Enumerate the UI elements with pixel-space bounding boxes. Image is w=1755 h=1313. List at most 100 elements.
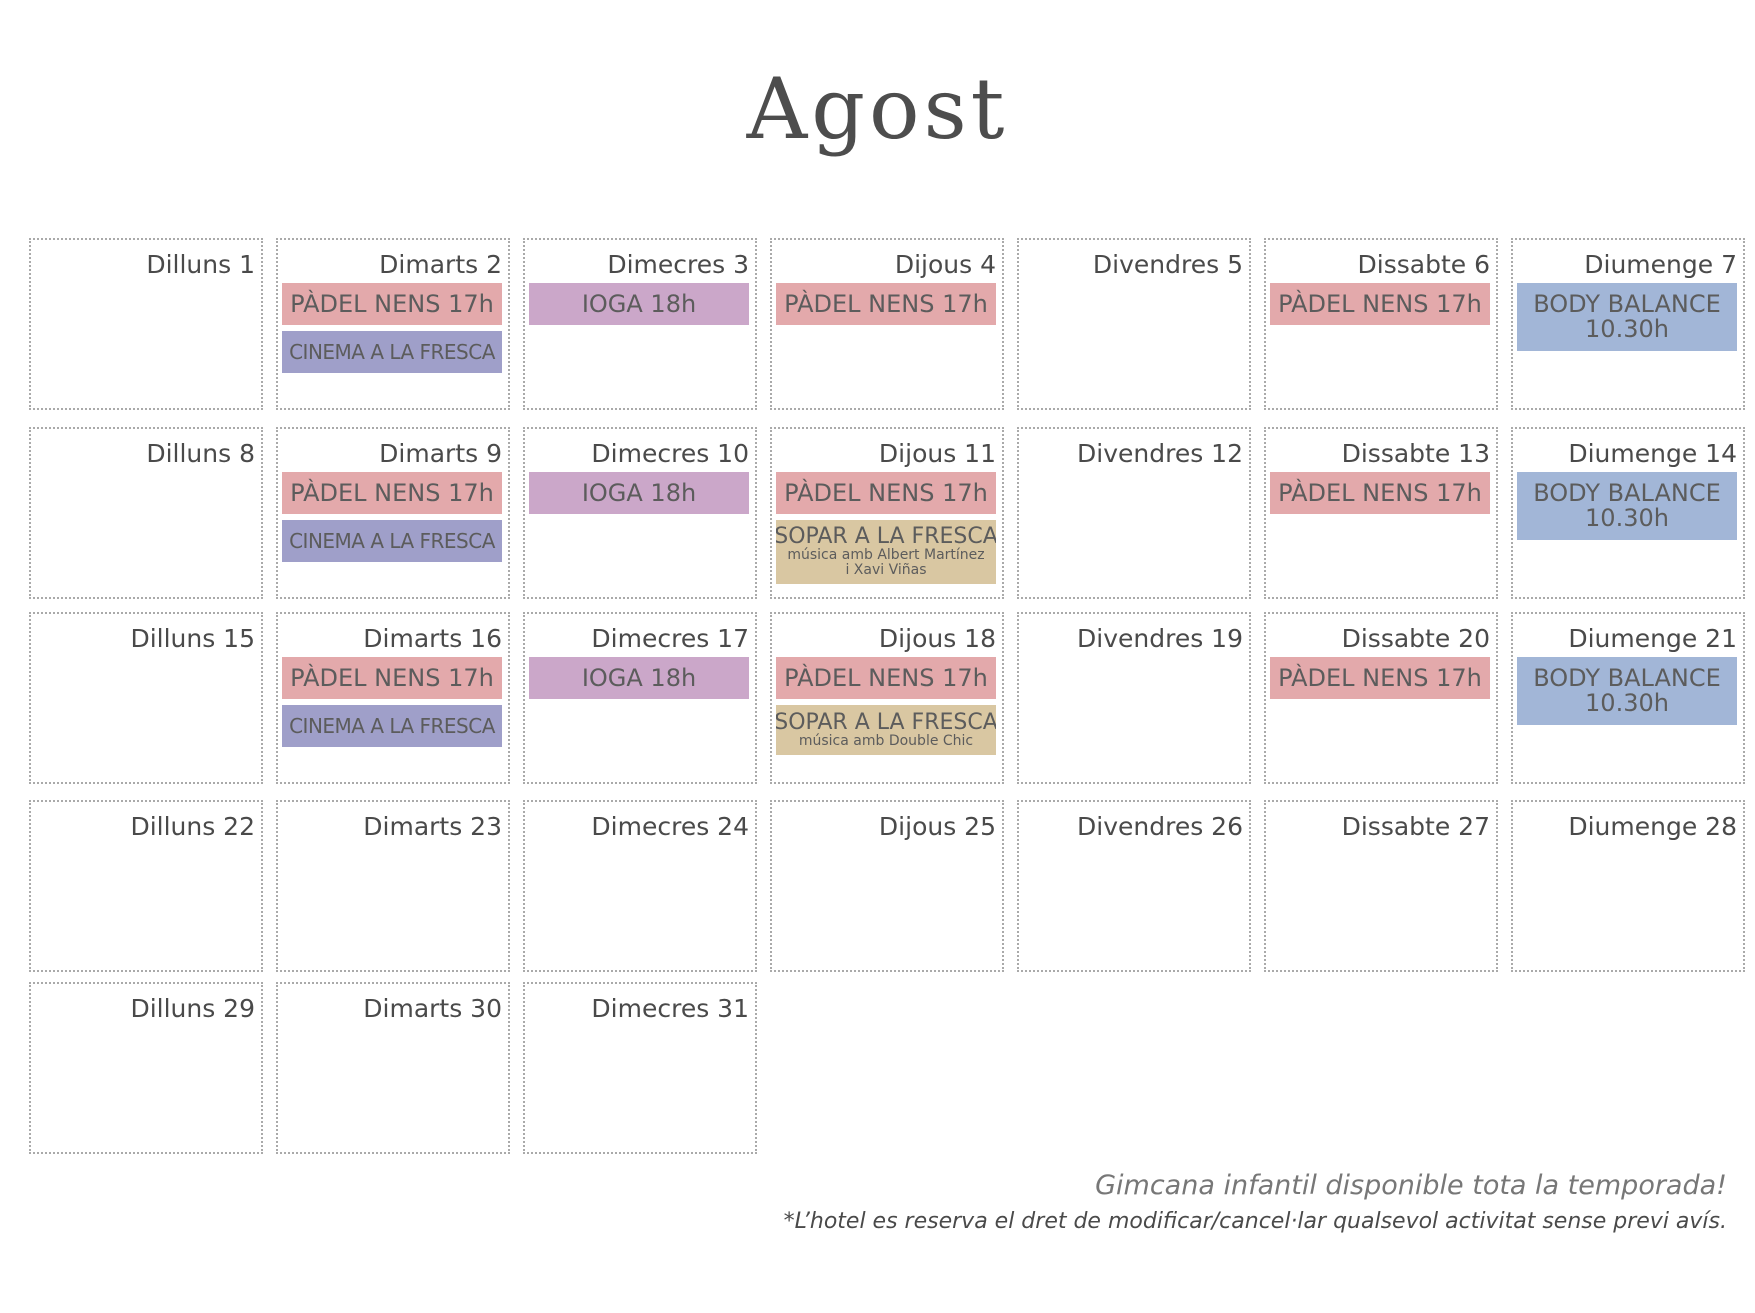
day-label: Dilluns 29 [130,994,255,1023]
day-label: Dijous 11 [878,439,996,468]
day-label: Dissabte 27 [1341,812,1490,841]
event-label: CINEMA A LA FRESCA [289,340,495,364]
day-label: Diumenge 14 [1568,439,1737,468]
event-ioga: IOGA 18h [529,283,749,325]
event-label: PÀDEL NENS 17h [784,479,988,507]
event-label: 10.30h [1585,689,1669,717]
event-label: PÀDEL NENS 17h [290,479,494,507]
day-cell: Dijous 18 PÀDEL NENS 17h SOPAR A LA FRESCA… [770,612,1004,784]
event-padel: PÀDEL NENS 17h [1270,283,1490,325]
event-padel: PÀDEL NENS 17h [776,472,996,514]
event-padel: PÀDEL NENS 17h [1270,657,1490,699]
day-cell: Divendres 26 [1017,800,1251,972]
day-cell: Divendres 19 [1017,612,1251,784]
day-label: Dimecres 17 [591,624,749,653]
event-label: CINEMA A LA FRESCA [289,529,495,553]
event-sopar: SOPAR A LA FRESCA música amb Albert Martí… [776,520,996,584]
day-cell: Dijous 11 PÀDEL NENS 17h SOPAR A LA FRESCA… [770,427,1004,599]
event-padel: PÀDEL NENS 17h [776,657,996,699]
day-label: Dimecres 24 [591,812,749,841]
event-cinema: CINEMA A LA FRESCA [282,520,502,562]
event-subtitle: música amb Albert Martínez [787,547,985,563]
day-label: Dimarts 9 [379,439,502,468]
event-label: PÀDEL NENS 17h [1278,664,1482,692]
event-ioga: IOGA 18h [529,472,749,514]
event-label: SOPAR A LA FRESCA [776,709,996,735]
day-label: Dimarts 2 [379,250,502,279]
event-label: PÀDEL NENS 17h [1278,479,1482,507]
day-label: Dilluns 22 [130,812,255,841]
event-subtitle: i Xavi Viñas [845,562,927,578]
day-label: Dimecres 3 [607,250,749,279]
event-label: CINEMA A LA FRESCA [289,714,495,738]
day-cell: Dimecres 24 [523,800,757,972]
day-cell: Divendres 12 [1017,427,1251,599]
event-padel: PÀDEL NENS 17h [282,472,502,514]
day-cell: Dimarts 30 [276,982,510,1154]
day-label: Divendres 26 [1077,812,1243,841]
day-cell: Dissabte 27 [1264,800,1498,972]
day-cell: Dimecres 10 IOGA 18h [523,427,757,599]
event-label: PÀDEL NENS 17h [1278,290,1482,318]
event-padel: PÀDEL NENS 17h [282,657,502,699]
day-cell: Dimarts 2 PÀDEL NENS 17h CINEMA A LA FRESC… [276,238,510,410]
event-label: SOPAR A LA FRESCA [776,524,996,549]
day-cell: Diumenge 28 [1511,800,1745,972]
day-label: Divendres 5 [1092,250,1243,279]
day-label: Dimecres 31 [591,994,749,1023]
day-cell: Diumenge 21 BODY BALANCE 10.30h [1511,612,1745,784]
day-label: Dijous 18 [878,624,996,653]
day-cell: Dilluns 8 [29,427,263,599]
day-cell: Dilluns 22 [29,800,263,972]
event-label: PÀDEL NENS 17h [290,664,494,692]
event-label: 10.30h [1585,504,1669,532]
day-label: Dissabte 13 [1341,439,1490,468]
day-cell: Dimarts 16 PÀDEL NENS 17h CINEMA A LA FRES… [276,612,510,784]
event-cinema: CINEMA A LA FRESCA [282,705,502,747]
day-cell: Dilluns 1 [29,238,263,410]
day-label: Divendres 12 [1077,439,1243,468]
page-title: Agost [746,60,1009,158]
day-cell: Dimecres 31 [523,982,757,1154]
day-label: Dimarts 23 [363,812,502,841]
event-padel: PÀDEL NENS 17h [776,283,996,325]
event-ioga: IOGA 18h [529,657,749,699]
footer-disclaimer: *L’hotel es reserva el dret de modificar… [783,1209,1727,1234]
day-cell: Diumenge 14 BODY BALANCE 10.30h [1511,427,1745,599]
event-label: BODY BALANCE [1533,479,1721,507]
day-cell: Diumenge 7 BODY BALANCE 10.30h [1511,238,1745,410]
day-label: Dimecres 10 [591,439,749,468]
event-label: PÀDEL NENS 17h [784,290,988,318]
event-sopar: SOPAR A LA FRESCA música amb Double Chic [776,705,996,755]
day-cell: Dilluns 29 [29,982,263,1154]
event-label: IOGA 18h [581,664,697,692]
day-label: Divendres 19 [1077,624,1243,653]
day-cell: Dijous 25 [770,800,1004,972]
day-cell: Dijous 4 PÀDEL NENS 17h [770,238,1004,410]
day-cell: Dimarts 23 [276,800,510,972]
event-label: IOGA 18h [581,290,697,318]
day-label: Diumenge 21 [1568,624,1737,653]
day-cell: Divendres 5 [1017,238,1251,410]
day-label: Diumenge 7 [1584,250,1737,279]
event-subtitle: música amb Double Chic [798,732,974,749]
event-label: BODY BALANCE [1533,664,1721,692]
day-label: Dilluns 1 [146,250,255,279]
day-label: Dilluns 15 [130,624,255,653]
day-cell: Dissabte 6 PÀDEL NENS 17h [1264,238,1498,410]
event-label: PÀDEL NENS 17h [290,290,494,318]
day-label: Dimarts 16 [363,624,502,653]
event-label: IOGA 18h [581,479,697,507]
day-label: Dissabte 20 [1341,624,1490,653]
event-label: PÀDEL NENS 17h [784,664,988,692]
footer-note: Gimcana infantil disponible tota la temp… [1095,1170,1727,1201]
event-body: BODY BALANCE 10.30h [1517,472,1737,540]
day-label: Dijous 25 [878,812,996,841]
day-cell: Dimarts 9 PÀDEL NENS 17h CINEMA A LA FRESC… [276,427,510,599]
event-label: 10.30h [1585,315,1669,343]
event-label: BODY BALANCE [1533,290,1721,318]
day-label: Dilluns 8 [146,439,255,468]
day-label: Dimarts 30 [363,994,502,1023]
day-cell: Dimecres 3 IOGA 18h [523,238,757,410]
